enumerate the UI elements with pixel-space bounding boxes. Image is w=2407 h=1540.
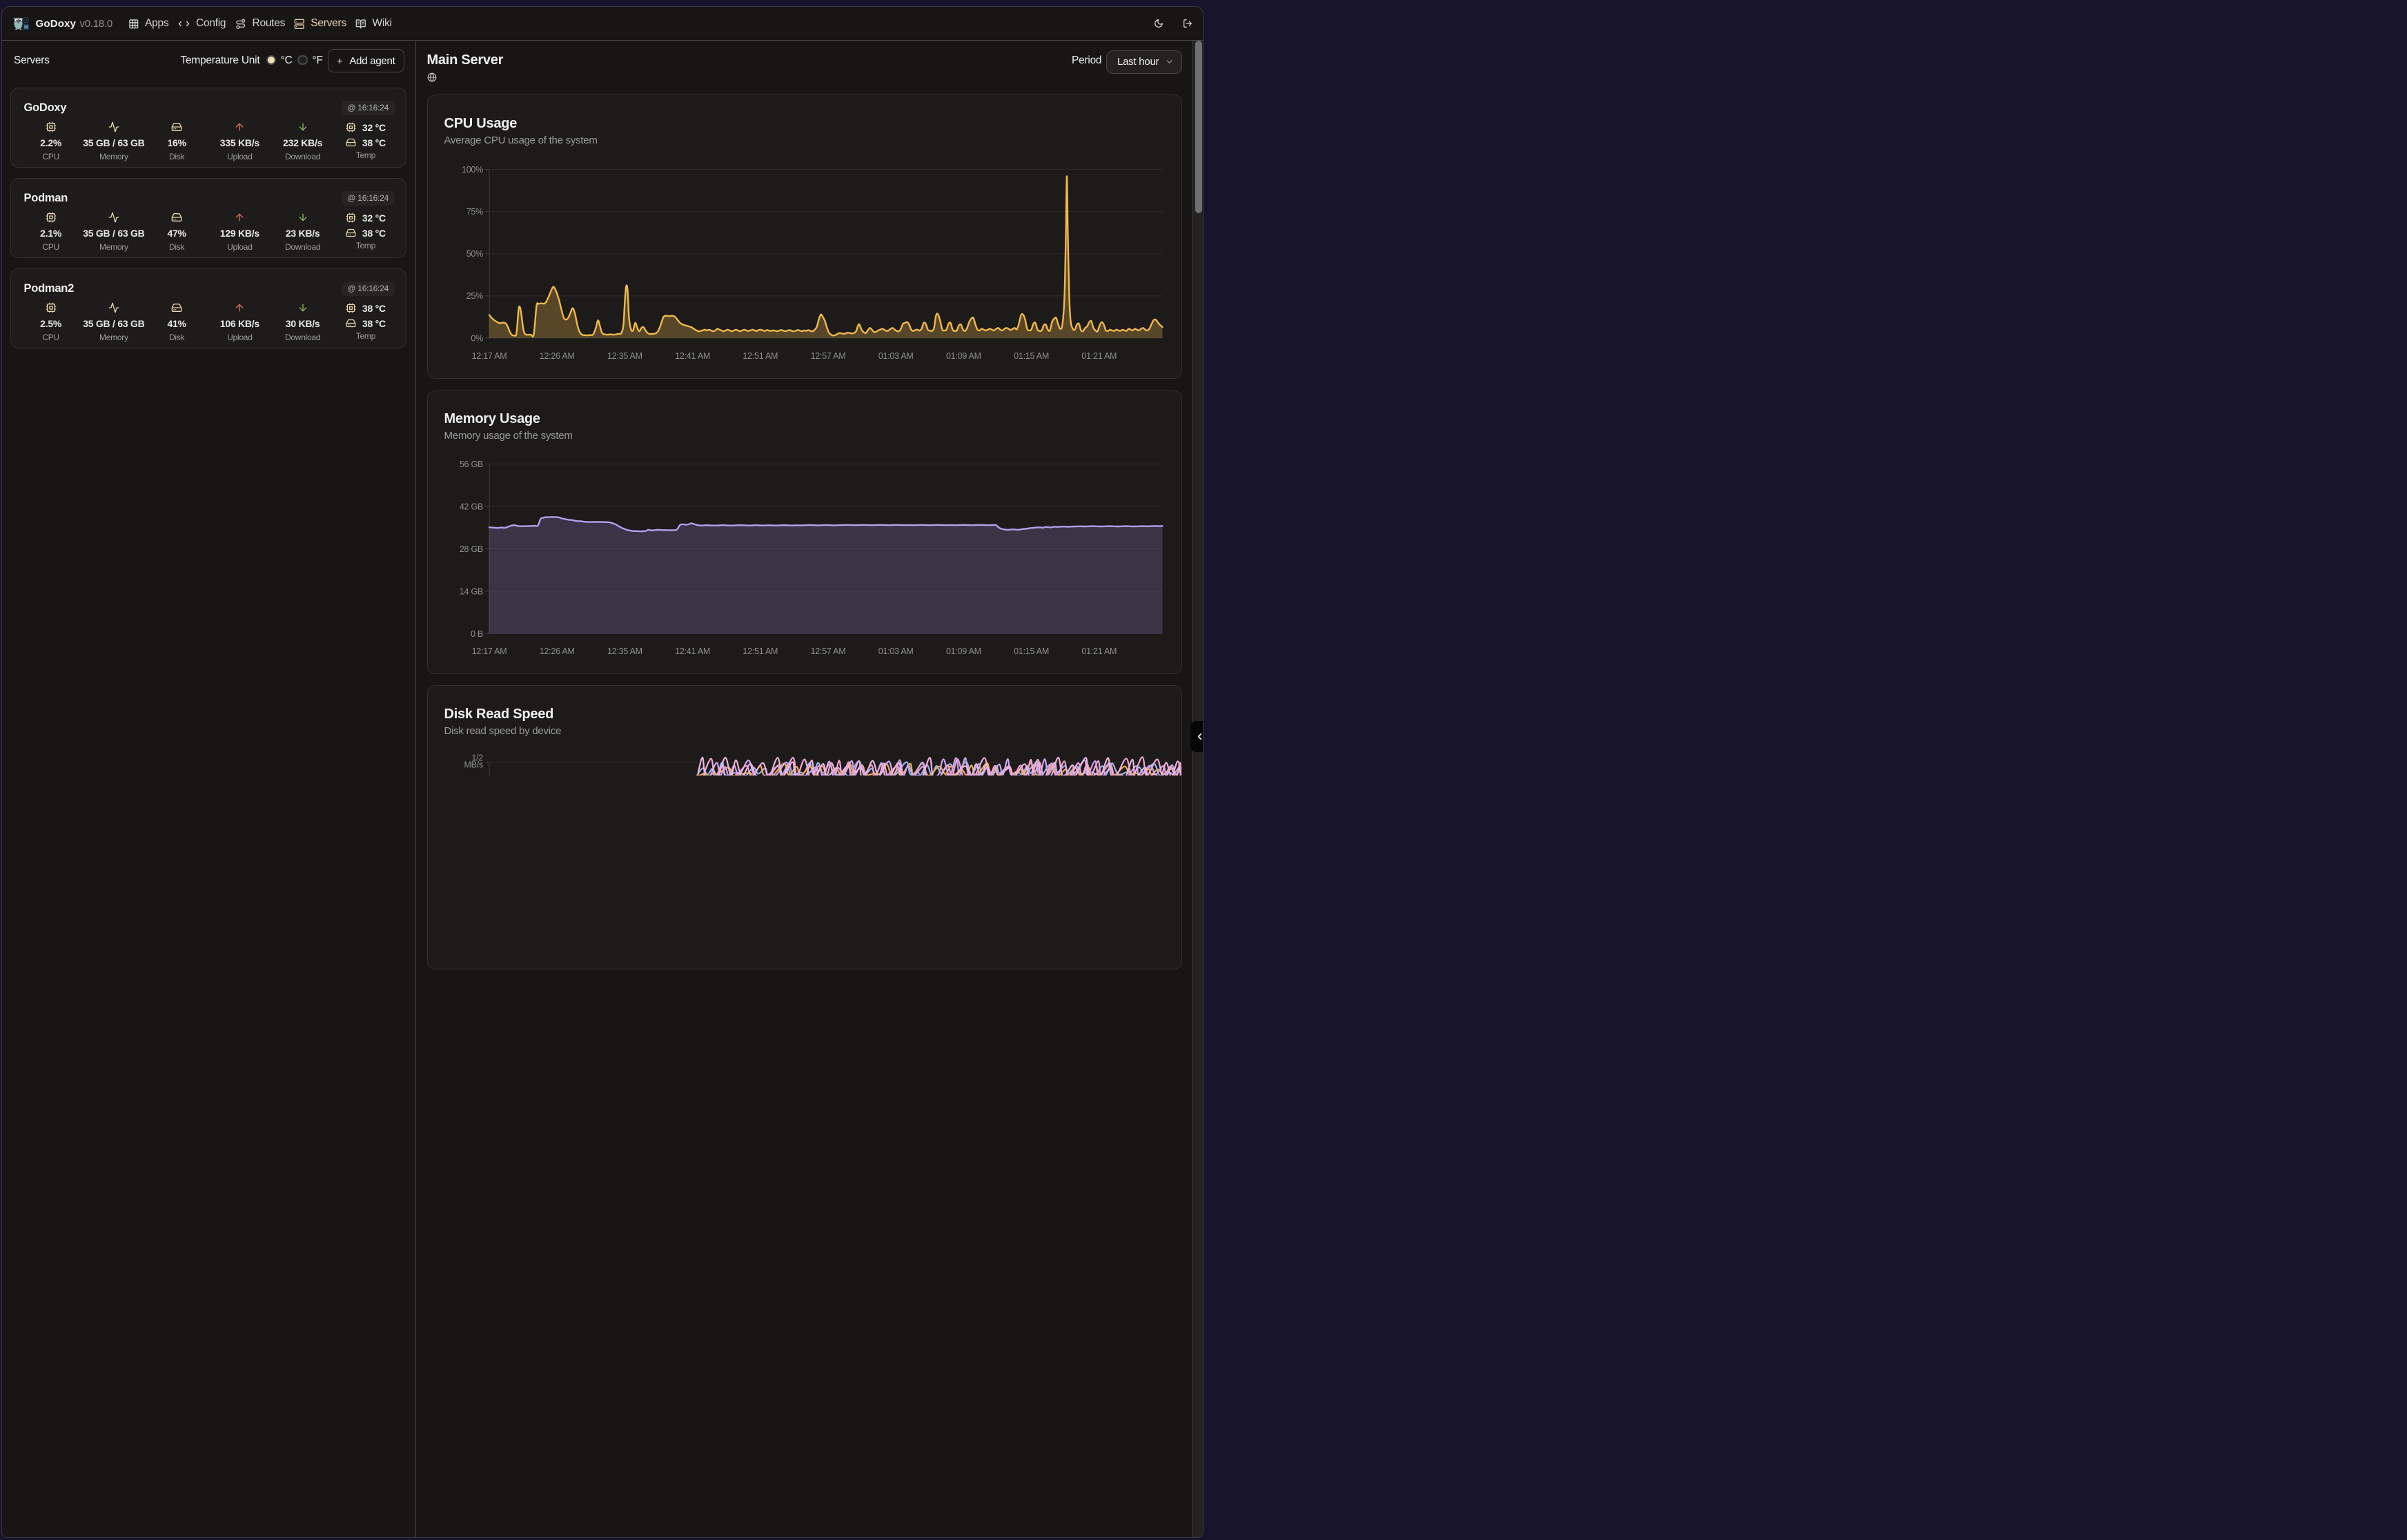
svg-text:12:26 AM: 12:26 AM	[539, 351, 574, 361]
svg-text:12:57 AM: 12:57 AM	[810, 351, 845, 361]
svg-text:25%: 25%	[466, 291, 482, 301]
svg-text:56 GB: 56 GB	[459, 459, 482, 468]
svg-text:12:57 AM: 12:57 AM	[810, 646, 845, 656]
svg-text:12:17 AM: 12:17 AM	[471, 351, 507, 361]
svg-text:01:09 AM: 01:09 AM	[945, 646, 981, 656]
svg-text:01:15 AM: 01:15 AM	[1014, 351, 1049, 361]
svg-text:01:21 AM: 01:21 AM	[1081, 646, 1117, 656]
svg-text:12:35 AM: 12:35 AM	[607, 646, 642, 656]
svg-text:1/2: 1/2	[471, 753, 483, 762]
svg-text:12:35 AM: 12:35 AM	[607, 351, 642, 361]
svg-text:0%: 0%	[471, 333, 483, 343]
svg-text:75%: 75%	[466, 207, 482, 217]
svg-text:28 GB: 28 GB	[459, 544, 482, 553]
svg-text:MB/s: MB/s	[464, 760, 482, 770]
svg-text:12:51 AM: 12:51 AM	[743, 351, 778, 361]
svg-text:01:03 AM: 01:03 AM	[878, 351, 913, 361]
svg-text:01:21 AM: 01:21 AM	[1081, 351, 1117, 361]
svg-text:12:41 AM: 12:41 AM	[675, 351, 710, 361]
svg-text:42 GB: 42 GB	[459, 502, 482, 511]
svg-text:14 GB: 14 GB	[459, 586, 482, 596]
svg-text:100%: 100%	[462, 165, 483, 175]
svg-text:01:09 AM: 01:09 AM	[945, 351, 981, 361]
svg-text:12:26 AM: 12:26 AM	[539, 646, 574, 656]
svg-text:12:17 AM: 12:17 AM	[471, 646, 507, 656]
svg-text:01:15 AM: 01:15 AM	[1014, 646, 1049, 656]
svg-text:12:51 AM: 12:51 AM	[743, 646, 778, 656]
svg-text:12:41 AM: 12:41 AM	[675, 646, 710, 656]
svg-text:50%: 50%	[466, 249, 482, 259]
svg-text:0 B: 0 B	[470, 629, 482, 638]
svg-text:01:03 AM: 01:03 AM	[878, 646, 913, 656]
